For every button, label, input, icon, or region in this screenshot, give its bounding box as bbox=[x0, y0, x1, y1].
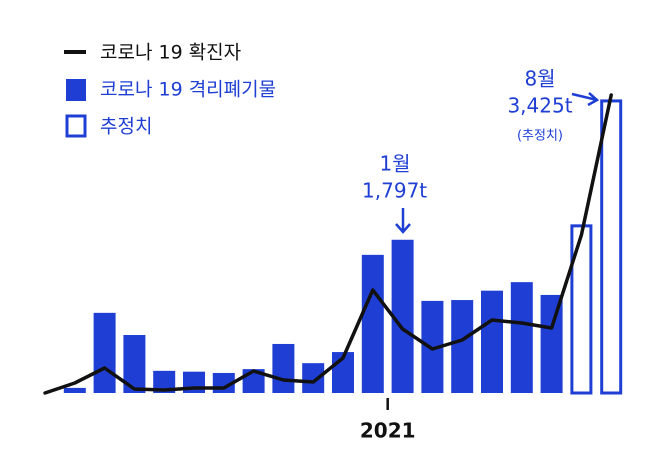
legend-label: 코로나 19 확진자 bbox=[100, 42, 241, 64]
legend-label: 코로나 19 격리폐기물 bbox=[100, 79, 276, 101]
bar bbox=[510, 282, 533, 393]
arrow bbox=[571, 92, 600, 107]
legend-bar-symbol bbox=[66, 79, 86, 101]
annotation: (추정치) bbox=[517, 129, 563, 144]
x-tick-label: 2021 bbox=[360, 419, 416, 443]
line bbox=[43, 93, 613, 395]
bar bbox=[391, 239, 414, 393]
bar bbox=[123, 335, 146, 393]
value-label: 1,797t bbox=[362, 179, 427, 203]
bar bbox=[302, 363, 325, 393]
bar bbox=[481, 290, 503, 393]
bar bbox=[93, 312, 116, 393]
legend-label: 추정치 bbox=[100, 116, 152, 138]
arrows bbox=[395, 92, 600, 234]
bar bbox=[153, 370, 176, 393]
annotation: 1월 bbox=[379, 152, 410, 176]
bar bbox=[540, 294, 563, 393]
legend: 코로나 19 확진자 코로나 19 격리폐기물 추정치 bbox=[64, 42, 276, 138]
bar bbox=[451, 300, 474, 393]
bar bbox=[63, 387, 86, 393]
estimated-bar bbox=[600, 99, 623, 395]
annotation: 8월 bbox=[524, 67, 555, 91]
bar bbox=[361, 254, 384, 393]
arrow bbox=[395, 208, 411, 234]
legend-outline-symbol bbox=[65, 114, 87, 138]
estimated-bar bbox=[570, 224, 593, 395]
value-label: 3,425t bbox=[507, 94, 572, 118]
bar bbox=[272, 343, 295, 393]
